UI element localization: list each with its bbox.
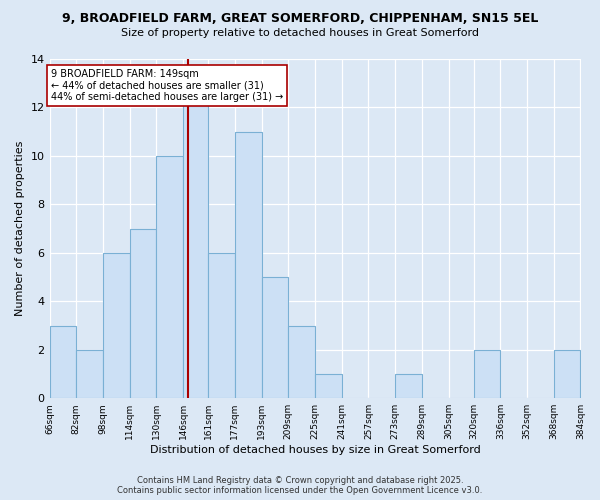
Bar [130, 228, 157, 398]
Bar [235, 132, 262, 398]
Bar [208, 253, 235, 398]
Text: Contains HM Land Registry data © Crown copyright and database right 2025.
Contai: Contains HM Land Registry data © Crown c… [118, 476, 482, 495]
Bar [157, 156, 183, 398]
Bar [103, 253, 130, 398]
Bar [554, 350, 580, 398]
Bar [262, 277, 289, 398]
Bar [76, 350, 103, 398]
Text: 9, BROADFIELD FARM, GREAT SOMERFORD, CHIPPENHAM, SN15 5EL: 9, BROADFIELD FARM, GREAT SOMERFORD, CHI… [62, 12, 538, 26]
X-axis label: Distribution of detached houses by size in Great Somerford: Distribution of detached houses by size … [149, 445, 481, 455]
Bar [315, 374, 342, 398]
Y-axis label: Number of detached properties: Number of detached properties [15, 141, 25, 316]
Bar [50, 326, 76, 398]
Bar [183, 83, 208, 398]
Bar [473, 350, 500, 398]
Bar [289, 326, 315, 398]
Text: Size of property relative to detached houses in Great Somerford: Size of property relative to detached ho… [121, 28, 479, 38]
Text: 9 BROADFIELD FARM: 149sqm
← 44% of detached houses are smaller (31)
44% of semi-: 9 BROADFIELD FARM: 149sqm ← 44% of detac… [51, 68, 283, 102]
Bar [395, 374, 422, 398]
